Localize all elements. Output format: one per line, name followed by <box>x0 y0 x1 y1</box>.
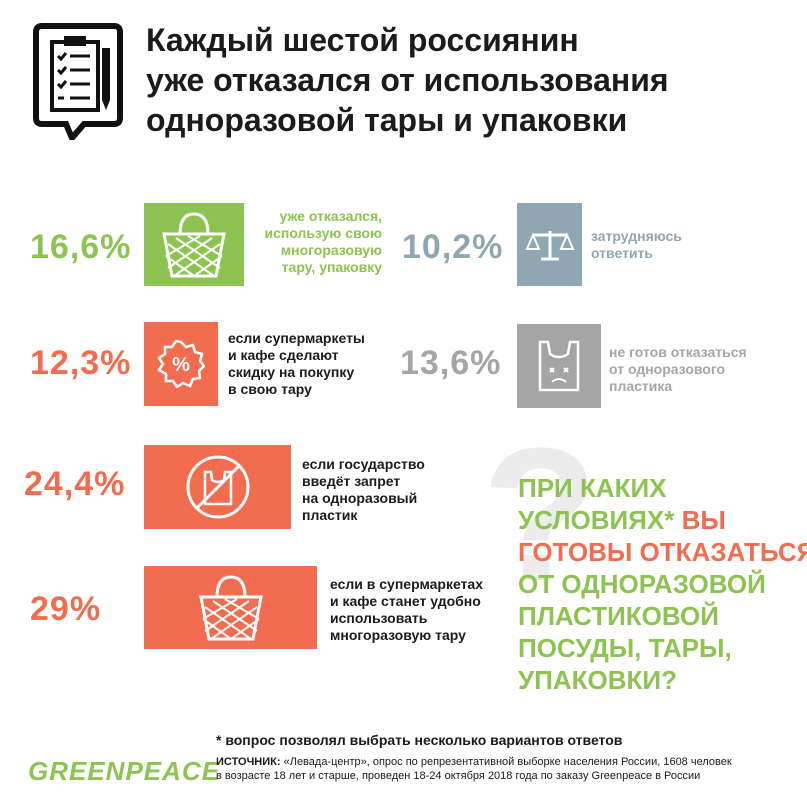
greenpeace-logo: GREENPEACE <box>28 756 221 786</box>
stat-label-line: многоразовую <box>280 242 382 258</box>
stat-label: если государство введёт запрет на однора… <box>302 456 425 524</box>
question-text: УСЛОВИЯХ* <box>518 505 682 535</box>
question-line: ПЛАСТИКОВОЙ <box>518 601 719 631</box>
question-mark-decoration: ? <box>482 409 599 621</box>
stat-label-line: если супермаркеты <box>228 330 365 346</box>
page-title: Каждый шестой россиянин уже отказался от… <box>146 20 786 140</box>
stat-value: 16,6% <box>30 228 132 266</box>
stat-label: уже отказался, использую свою многоразов… <box>252 208 382 276</box>
question-heading: ПРИ КАКИХ УСЛОВИЯХ* ВЫ ГОТОВЫ ОТКАЗАТЬСЯ… <box>518 472 807 696</box>
stat-label-line: пластик <box>302 507 358 523</box>
stat-label-line: на одноразовый <box>302 490 418 506</box>
source-note: ИСТОЧНИК: «Левада-центр», опрос по репре… <box>216 755 786 783</box>
percent-badge-icon: % <box>144 322 218 406</box>
stat-label-line: введёт запрет <box>302 473 401 489</box>
stat-value: 13,6% <box>400 344 502 382</box>
stat-label-line: не готов отказаться <box>609 344 747 360</box>
stat-label-line: если государство <box>302 456 425 472</box>
question-line: ПОСУДЫ, ТАРЫ, <box>518 633 732 663</box>
stat-label-line: затрудняюсь <box>591 228 682 244</box>
svg-text:%: % <box>172 354 190 376</box>
no-plastic-bag-icon <box>144 445 291 529</box>
stat-value: 24,4% <box>24 465 126 503</box>
sad-plastic-bag-icon <box>517 324 601 408</box>
question-highlight: ГОТОВЫ ОТКАЗАТЬСЯ <box>518 537 807 567</box>
stat-label: если супермаркеты и кафе сделают скидку … <box>228 330 365 398</box>
stat-value: 12,3% <box>30 344 132 382</box>
scales-icon <box>517 203 582 286</box>
stat-value: 29% <box>30 590 102 628</box>
stat-label-line: скидку на покупку <box>228 364 355 380</box>
stat-label-line: уже отказался, <box>279 208 382 224</box>
string-bag-icon <box>144 566 317 649</box>
string-bag-icon <box>144 203 244 286</box>
source-line: ИСТОЧНИК: «Левада-центр», опрос по репре… <box>216 755 786 769</box>
stat-value: 10,2% <box>402 228 504 266</box>
stat-label-line: использую свою <box>264 225 382 241</box>
stat-label-line: если в супермаркетах <box>330 576 484 592</box>
source-line: в возрасте 18 лет и старше, проведен 18-… <box>216 770 701 782</box>
stat-label-line: пластика <box>609 378 673 394</box>
question-line: ПРИ КАКИХ <box>518 473 667 503</box>
title-line: одноразовой тары и упаковки <box>146 102 628 138</box>
stat-label-line: от одноразового <box>609 361 726 377</box>
title-line: Каждый шестой россиянин <box>146 22 579 58</box>
stat-label: если в супермаркетах и кафе станет удобн… <box>330 576 483 644</box>
source-text: «Левада-центр», опрос по репрезентативно… <box>280 756 732 768</box>
question-line: ОТ ОДНОРАЗОВОЙ <box>518 569 766 599</box>
title-line: уже отказался от использования <box>146 62 669 98</box>
stat-label-line: в свою тару <box>228 381 312 397</box>
stat-label-line: тару, упаковку <box>281 259 382 275</box>
question-highlight: ВЫ <box>681 505 726 535</box>
stat-label-line: ответить <box>591 245 654 261</box>
checklist-clipboard-icon <box>32 22 124 144</box>
stat-label: не готов отказаться от одноразового плас… <box>609 344 747 395</box>
stat-label-line: использовать <box>330 610 428 626</box>
question-line: УПАКОВКИ? <box>518 665 677 695</box>
footnote: * вопрос позволял выбрать несколько вари… <box>216 732 623 748</box>
question-line: УСЛОВИЯХ* ВЫ <box>518 504 798 536</box>
stat-label-line: многоразовую тару <box>330 627 466 643</box>
stat-label-line: и кафе сделают <box>228 347 339 363</box>
stat-label: затрудняюсь ответить <box>591 228 682 262</box>
source-label: ИСТОЧНИК: <box>216 756 281 768</box>
stat-label-line: и кафе станет удобно <box>330 593 481 609</box>
